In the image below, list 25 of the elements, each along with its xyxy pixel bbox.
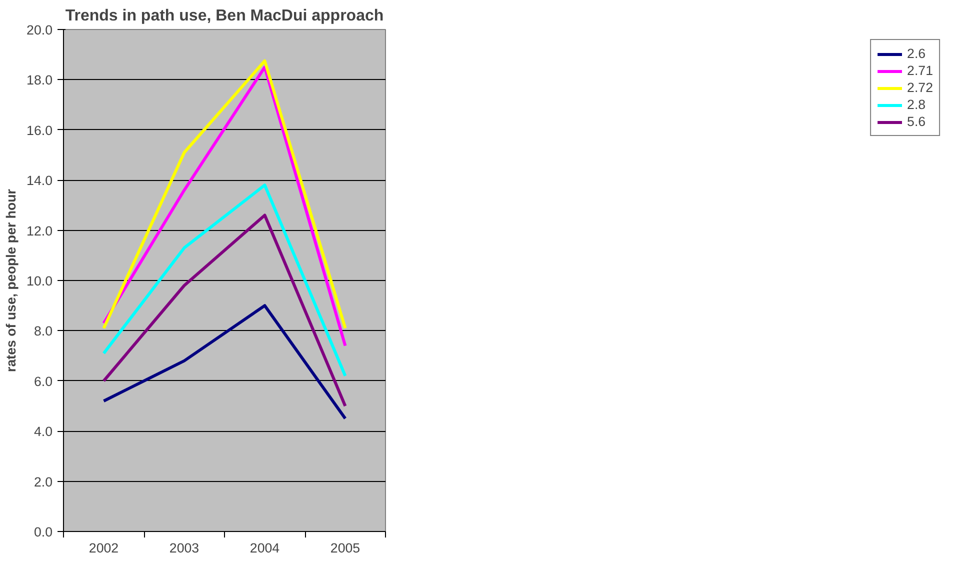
x-tick-label: 2003 [169, 540, 200, 556]
legend-label: 2.72 [907, 80, 933, 95]
chart-title: Trends in path use, Ben MacDui approach [65, 8, 384, 24]
y-tick-label: 16.0 [26, 122, 53, 138]
y-tick-label: 18.0 [26, 72, 53, 88]
x-tick-label: 2005 [330, 540, 360, 556]
legend-label: 5.6 [907, 114, 927, 129]
y-tick-label: 0.0 [34, 524, 53, 540]
y-tick-label: 14.0 [26, 173, 53, 188]
x-tick-label: 2002 [88, 540, 119, 556]
y-tick-label: 10.0 [26, 274, 53, 288]
y-tick-label: 20.0 [26, 22, 53, 38]
line-series [102, 304, 347, 420]
y-tick-label: 12.0 [26, 223, 53, 238]
y-tick-label: 8.0 [34, 324, 53, 339]
legend-label: 2.6 [907, 46, 927, 61]
line-series [102, 184, 347, 378]
y-tick-label: 6.0 [34, 374, 53, 389]
y-tick-label: 4.0 [34, 424, 53, 440]
y-tick-label: 2.0 [34, 474, 53, 490]
line-series [102, 214, 347, 408]
legend-label: 2.71 [907, 63, 933, 78]
legend-label: 2.8 [907, 97, 927, 112]
y-axis-title: rates of use, people per hour [4, 189, 19, 372]
x-tick-label: 2004 [250, 540, 280, 556]
